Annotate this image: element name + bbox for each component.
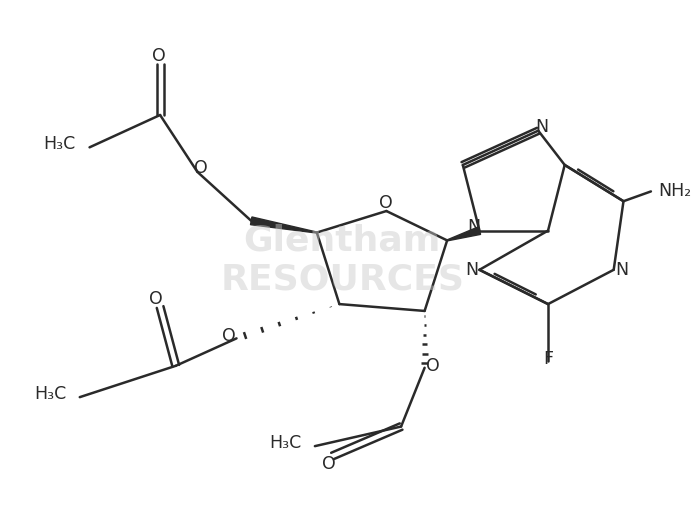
Text: O: O [222,328,235,345]
Polygon shape [447,227,481,241]
Text: H₃C: H₃C [269,434,301,452]
Text: O: O [152,47,166,65]
Text: O: O [322,455,335,473]
Text: O: O [150,290,163,308]
Text: H₃C: H₃C [44,135,76,153]
Text: N: N [536,118,548,136]
Text: O: O [194,159,208,177]
Text: H₃C: H₃C [34,385,66,403]
Text: Glentham
RESOURCES: Glentham RESOURCES [221,223,464,297]
Text: N: N [465,261,478,279]
Text: N: N [615,261,628,279]
Text: F: F [543,350,553,368]
Text: NH₂: NH₂ [658,183,691,200]
Polygon shape [251,217,317,233]
Text: O: O [425,357,439,375]
Text: N: N [467,218,480,236]
Text: O: O [379,194,393,212]
